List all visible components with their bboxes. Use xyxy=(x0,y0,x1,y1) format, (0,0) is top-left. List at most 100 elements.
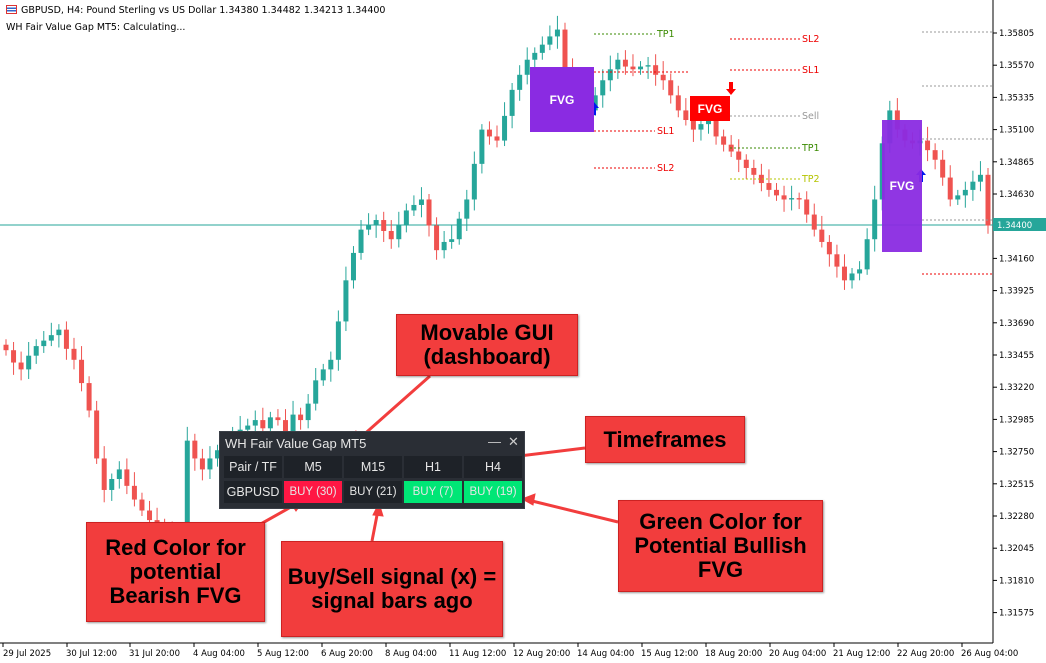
price-tick-label: 1.32750 xyxy=(999,448,1034,458)
candle xyxy=(109,473,115,501)
price-tick-label: 1.33690 xyxy=(999,319,1034,329)
candle xyxy=(607,55,613,92)
candle-body xyxy=(539,44,545,53)
price-tick-label: 1.34160 xyxy=(999,254,1034,264)
candle xyxy=(668,73,674,104)
candle xyxy=(517,65,523,101)
candle xyxy=(721,129,727,152)
candle-body xyxy=(479,129,485,164)
candle-body xyxy=(758,174,764,184)
candle xyxy=(350,246,356,289)
candle-body xyxy=(298,414,304,421)
candle-body xyxy=(63,329,69,349)
candle xyxy=(41,331,47,353)
candle-body xyxy=(358,229,364,253)
candle xyxy=(33,339,39,364)
candle xyxy=(736,139,742,173)
dashboard-title[interactable]: WH Fair Value Gap MT5 xyxy=(225,436,367,451)
sl2-label: SL2 xyxy=(802,34,819,45)
callout-timeframes: Timeframes xyxy=(585,416,745,463)
fvg-dashboard[interactable]: WH Fair Value Gap MT5 — ✕ Pair / TF M5 M… xyxy=(219,431,525,509)
candle-body xyxy=(554,29,560,37)
candle-body xyxy=(388,230,394,240)
candle-body xyxy=(3,344,9,351)
tp1-label: TP1 xyxy=(801,143,820,154)
candle-body xyxy=(381,220,387,231)
candle-body xyxy=(252,420,258,426)
candle xyxy=(660,61,666,90)
candle xyxy=(48,322,54,347)
candle-body xyxy=(33,346,39,356)
candle-body xyxy=(698,124,704,130)
candle xyxy=(630,54,636,77)
chart-window-icon xyxy=(6,5,17,14)
sl2-label: SL2 xyxy=(657,163,674,174)
candle-body xyxy=(668,80,674,96)
candle-body xyxy=(403,210,409,226)
candle-body xyxy=(131,485,137,500)
signal-h1[interactable]: BUY (7) xyxy=(404,481,462,503)
candle xyxy=(547,25,553,51)
symbol-info: GBPUSD, H4: Pound Sterling vs US Dollar … xyxy=(21,5,386,16)
close-button[interactable]: ✕ xyxy=(508,434,519,449)
price-tick-label: 1.35335 xyxy=(999,93,1034,103)
candle-body xyxy=(207,458,213,470)
header-pair-tf: Pair / TF xyxy=(224,456,282,478)
time-tick-label: 29 Jul 2025 xyxy=(3,649,51,659)
price-tick-label: 1.33455 xyxy=(999,351,1034,361)
candle xyxy=(396,211,402,248)
price-tick-label: 1.31575 xyxy=(999,609,1034,619)
candle xyxy=(743,154,749,179)
signal-m15[interactable]: BUY (21) xyxy=(344,481,402,503)
candle xyxy=(962,181,968,208)
candle-body xyxy=(26,355,32,370)
candle xyxy=(139,492,145,516)
candle xyxy=(509,83,515,129)
time-tick-label: 11 Aug 12:00 xyxy=(449,649,506,659)
candle-body xyxy=(48,335,54,341)
candle xyxy=(464,189,470,231)
candle xyxy=(320,363,326,386)
candle-body xyxy=(366,225,372,230)
candle-body xyxy=(18,362,24,370)
candle-body xyxy=(630,66,636,70)
candle xyxy=(524,47,530,85)
candle xyxy=(358,220,364,260)
candle xyxy=(653,54,659,86)
price-tick-label: 1.35805 xyxy=(999,29,1034,39)
candle xyxy=(841,254,847,290)
candle-body xyxy=(562,29,568,68)
candle-body xyxy=(71,348,77,360)
candle xyxy=(313,368,319,411)
candle xyxy=(554,15,560,49)
candle-body xyxy=(328,359,334,370)
candle-body xyxy=(849,273,855,281)
candle-body xyxy=(841,266,847,281)
candle xyxy=(622,50,628,75)
candle-body xyxy=(101,458,107,490)
candle-body xyxy=(819,229,825,242)
candle-body xyxy=(116,469,122,480)
minimize-button[interactable]: — xyxy=(488,434,501,449)
candle xyxy=(638,61,644,75)
candle xyxy=(328,351,334,382)
candle-body xyxy=(79,359,85,384)
candle-body xyxy=(721,136,727,145)
candle-body xyxy=(502,115,508,141)
candle-body xyxy=(834,254,840,267)
signal-h4[interactable]: BUY (19) xyxy=(464,481,522,503)
candle xyxy=(675,85,681,118)
candle xyxy=(207,446,213,480)
time-tick-label: 4 Aug 04:00 xyxy=(193,649,245,659)
candle-body xyxy=(260,420,266,429)
candle xyxy=(932,143,938,170)
candle xyxy=(411,195,417,216)
signal-m5[interactable]: BUY (30) xyxy=(284,481,342,503)
candle-body xyxy=(532,52,538,60)
candle xyxy=(366,213,372,236)
candle xyxy=(864,228,870,275)
candle xyxy=(94,400,100,464)
candle xyxy=(615,52,621,79)
candle-body xyxy=(524,59,530,75)
candle-body xyxy=(872,199,878,240)
